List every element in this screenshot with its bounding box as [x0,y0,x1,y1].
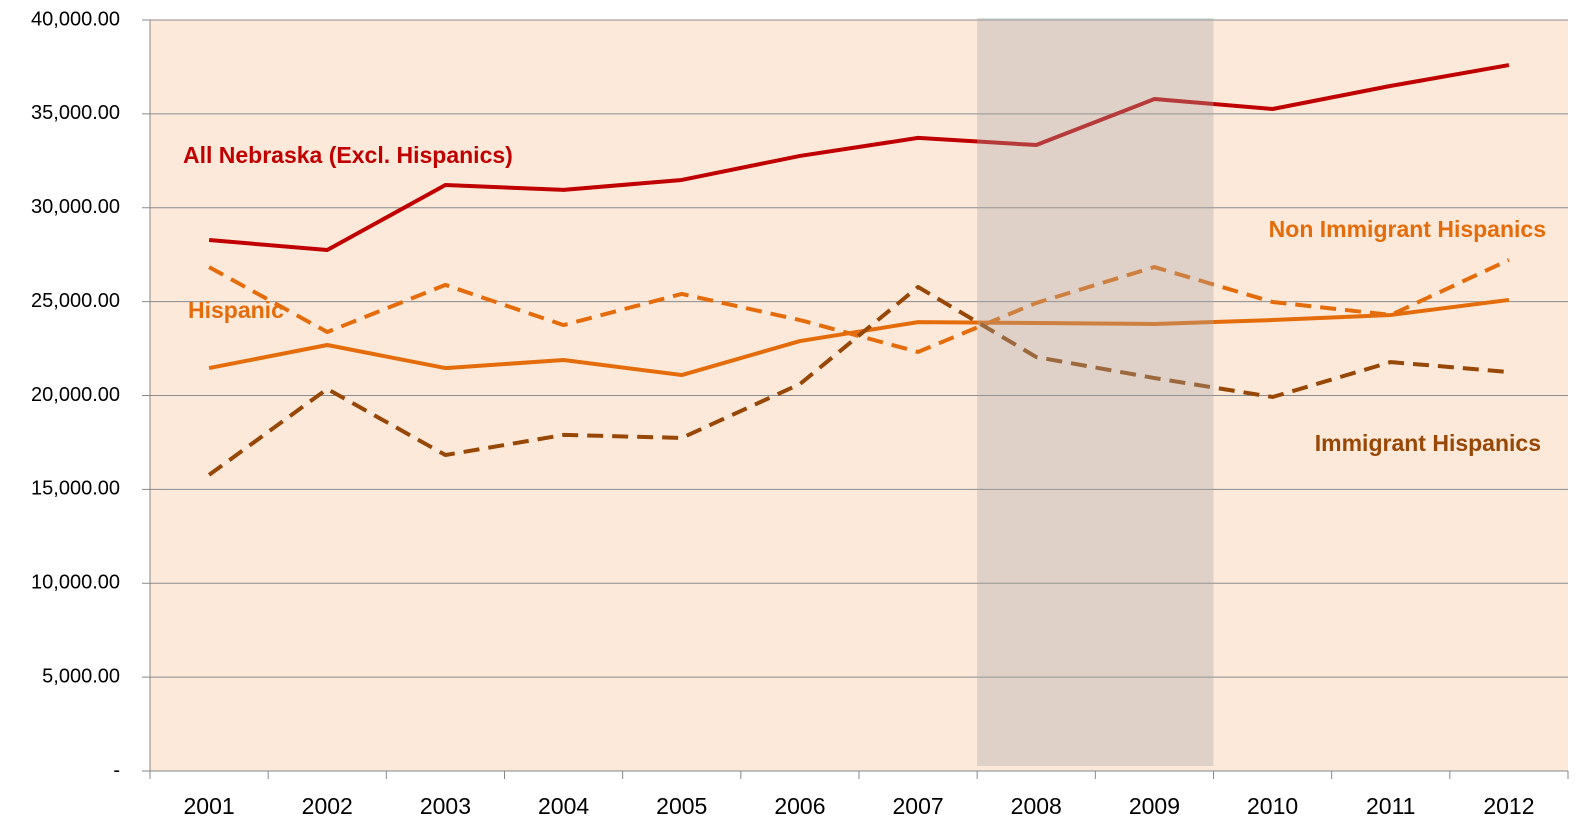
series-line [207,284,1510,477]
series-line [208,258,1510,354]
shaded-period [977,18,1214,766]
y-tick-label: 15,000.00 [31,478,120,500]
x-tick-label: 2008 [1011,793,1062,819]
y-tick-label: 5,000.00 [42,665,120,687]
series-label: Immigrant Hispanics [1315,430,1541,456]
y-tick-label: 10,000.00 [31,572,120,594]
x-tick-label: 2012 [1483,793,1534,819]
series-line [208,297,1510,378]
y-tick-label: 30,000.00 [31,196,120,218]
series-label: Non Immigrant Hispanics [1269,216,1546,242]
x-tick-label: 2009 [1129,793,1180,819]
y-tick-label: 35,000.00 [31,102,120,124]
y-tick-label: - [113,759,120,781]
x-tick-label: 2010 [1247,793,1298,819]
series-line [208,63,1510,252]
y-tick-label: 25,000.00 [31,290,120,312]
y-tick-label: 40,000.00 [31,8,120,30]
series-label: All Nebraska (Excl. Hispanics) [183,142,513,168]
x-tick-label: 2001 [183,793,234,819]
x-tick-label: 2011 [1366,793,1415,819]
x-tick-label: 2002 [302,793,353,819]
x-tick-label: 2004 [538,793,589,819]
x-tick-label: 2003 [420,793,471,819]
series-label: Hispanic [188,297,284,323]
y-tick-label: 20,000.00 [31,384,120,406]
x-tick-label: 2006 [774,793,825,819]
x-tick-label: 2005 [656,793,707,819]
x-tick-label: 2007 [892,793,943,819]
